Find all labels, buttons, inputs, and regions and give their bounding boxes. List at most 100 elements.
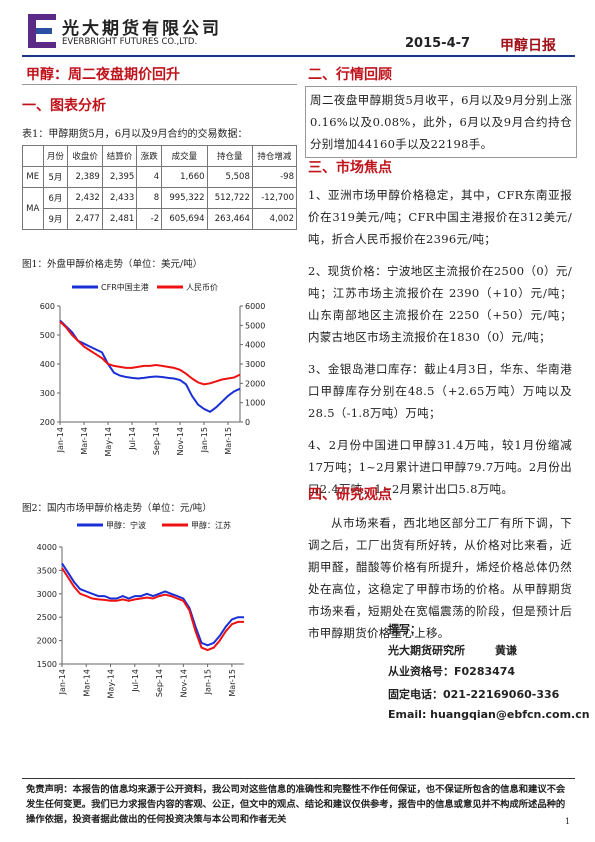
section-heading: 二、行情回顾 xyxy=(308,67,392,83)
y-tick-label: 400 xyxy=(40,360,55,369)
table-cell: MA xyxy=(22,187,44,230)
paragraph: 1、亚洲市场甲醇价格稳定，其中，CFR东南亚报价在319美元/吨；CFR中国主港… xyxy=(308,188,572,246)
y-tick-label: 300 xyxy=(40,389,55,398)
x-tick-label: May-14 xyxy=(107,669,116,698)
table-cell: 5,508 xyxy=(206,166,253,188)
y2-tick-label: 3000 xyxy=(245,360,265,369)
paragraph: 3、金银岛港口库存：截止4月3日，华东、华南港口甲醇库存分别在48.5（+2.6… xyxy=(308,362,572,420)
company-name-en: EVERBRIGHT FUTURES CO.,LTD. xyxy=(62,37,198,47)
x-tick-label: May-14 xyxy=(104,427,113,456)
table-cell: 持仓增减 xyxy=(251,145,298,167)
email: Email: huangqian@ebfcn.com.cn xyxy=(388,708,590,721)
chart: 1500 2000 2500 3000 3500 4000 Jan-14 Mar-14 May-… xyxy=(37,520,244,698)
page-number: 1 xyxy=(565,817,571,826)
legend-label: 甲醇：宁波 xyxy=(106,520,146,530)
y-tick-label: 4000 xyxy=(37,543,57,552)
data-table: 月份 收盘价 结算价 涨跌 成交量 持仓量 持仓增减 ME 5月 2,389 2,395 4 1,660… xyxy=(22,145,298,230)
y2-tick-label: 2000 xyxy=(245,379,265,388)
table-row: 9月 2,477 2,481 -2 605,694 263,464 4,002 xyxy=(23,208,298,230)
table-cell: 持仓量 xyxy=(206,145,253,167)
chart: 2003004005006000100020003000400050006000… xyxy=(40,282,266,456)
x-tick-label: Mar-14 xyxy=(82,669,91,697)
figure-caption: 图1：外盘甲醇价格走势（单位：美元/吨） xyxy=(22,259,203,270)
y2-tick-label: 4000 xyxy=(245,341,265,350)
table-cell: 涨跌 xyxy=(136,145,163,167)
y2-tick-label: 0 xyxy=(245,418,250,427)
figure-caption: 图2：国内市场甲醇价格走势（单位：元/吨） xyxy=(22,503,212,514)
table-cell: 605,694 xyxy=(161,208,208,230)
paragraph: 从市场来看，西北地区部分工厂有所下调，下调之后，工厂出货有所好转，从价格对比来看… xyxy=(308,516,572,640)
signature-label: 撰写： xyxy=(388,623,421,636)
table-cell: 5月 xyxy=(42,166,69,188)
x-tick-label: Jul-14 xyxy=(128,427,137,451)
y-tick-label: 3500 xyxy=(37,566,57,575)
table-row: ME 5月 2,389 2,395 4 1,660 5,508 -98 xyxy=(22,166,298,188)
disclaimer: 免责声明：本报告的信息均来源于公开资料，我公司对这些信息的准确性和完整性不作任何… xyxy=(26,784,566,825)
report-name: 甲醇日报 xyxy=(500,38,556,54)
legend-label: 人民币价 xyxy=(186,283,218,292)
paragraph: 周二夜盘甲醇期货5月收平，6月以及9月分别上涨0.16%以及0.08%，此外，6… xyxy=(310,93,572,151)
table-cell: 4 xyxy=(136,166,163,188)
table-cell: 263,464 xyxy=(206,208,253,230)
legend-label: CFR中国主港 xyxy=(101,282,149,292)
y2-tick-label: 5000 xyxy=(245,321,265,330)
y-tick-label: 3000 xyxy=(37,590,57,599)
table-cell: 512,722 xyxy=(206,187,253,209)
y-tick-label: 500 xyxy=(40,331,55,340)
table-cell: 2,433 xyxy=(101,187,138,209)
x-tick-label: Jan-15 xyxy=(200,427,209,453)
x-tick-label: Nov-14 xyxy=(176,427,185,455)
author: 黄谦 xyxy=(495,644,517,657)
table-row: 月份 收盘价 结算价 涨跌 成交量 持仓量 持仓增减 xyxy=(22,145,298,167)
table-caption: 表1：甲醇期货5月，6月以及9月合约的交易数据： xyxy=(22,129,248,140)
review-box: 周二夜盘甲醇期货5月收平，6月以及9月分别上涨0.16%以及0.08%，此外，6… xyxy=(305,86,577,158)
headline-rule xyxy=(22,84,297,85)
table-cell: 4,002 xyxy=(251,208,298,230)
x-tick-label: Jan-15 xyxy=(204,669,213,695)
x-tick-label: Jul-14 xyxy=(131,669,140,693)
x-tick-label: Nov-14 xyxy=(179,669,188,697)
table-cell: 2,432 xyxy=(67,187,103,209)
x-tick-label: Mar-15 xyxy=(224,427,233,455)
table-cell: -98 xyxy=(251,166,298,188)
table-cell: 月份 xyxy=(42,145,69,167)
table-cell: 995,322 xyxy=(161,187,208,209)
x-tick-label: Sep-14 xyxy=(155,669,164,697)
focus-list: 1、亚洲市场甲醇价格稳定，其中，CFR东南亚报价在319美元/吨；CFR中国主港… xyxy=(308,184,572,500)
table-cell: ME xyxy=(22,166,44,188)
company-name: 光大期货有限公司 xyxy=(62,19,222,39)
series-line xyxy=(59,319,241,413)
paragraph: 2、现货价格：宁波地区主流报价在2500（0）元/吨；江苏市场主流报价在 239… xyxy=(308,264,572,344)
y-tick-label: 2000 xyxy=(37,637,57,646)
y2-tick-label: 1000 xyxy=(245,399,265,408)
x-tick-label: Jan-14 xyxy=(56,427,65,453)
table-cell: 2,477 xyxy=(67,208,103,230)
table-cell: 2,481 xyxy=(101,208,138,230)
license: 从业资格号：F0283474 xyxy=(388,665,516,678)
table-cell: -2 xyxy=(136,208,163,230)
table-cell: 6月 xyxy=(42,187,69,209)
table-cell xyxy=(22,145,44,167)
legend-label: 甲醇：江苏 xyxy=(191,520,231,530)
section-heading: 四、研究观点 xyxy=(308,487,392,503)
table-cell: 2,389 xyxy=(67,166,103,188)
headline: 甲醇：周二夜盘期价回升 xyxy=(26,67,180,83)
y-tick-label: 1500 xyxy=(37,660,57,669)
table-cell: 9月 xyxy=(42,208,69,230)
x-tick-label: Mar-14 xyxy=(80,427,89,455)
series-line xyxy=(59,320,241,386)
phone: 固定电话：021-22169060-336 xyxy=(388,688,560,701)
paragraph: 4、2月份中国进口甲醇31.4万吨，较1月份缩减17万吨；1~2月累计进口甲醇7… xyxy=(308,438,572,496)
y2-tick-label: 6000 xyxy=(245,302,265,311)
x-tick-label: Mar-15 xyxy=(228,669,237,697)
table-cell: 1,660 xyxy=(161,166,208,188)
table-cell: 结算价 xyxy=(101,145,138,167)
table-cell: -12,700 xyxy=(251,187,298,209)
y-tick-label: 2500 xyxy=(37,613,57,622)
footer-rule xyxy=(22,778,575,779)
logo xyxy=(28,14,56,48)
y-tick-label: 600 xyxy=(40,302,55,311)
section-heading: 一、图表分析 xyxy=(22,98,106,114)
x-tick-label: Jan-14 xyxy=(58,669,67,695)
